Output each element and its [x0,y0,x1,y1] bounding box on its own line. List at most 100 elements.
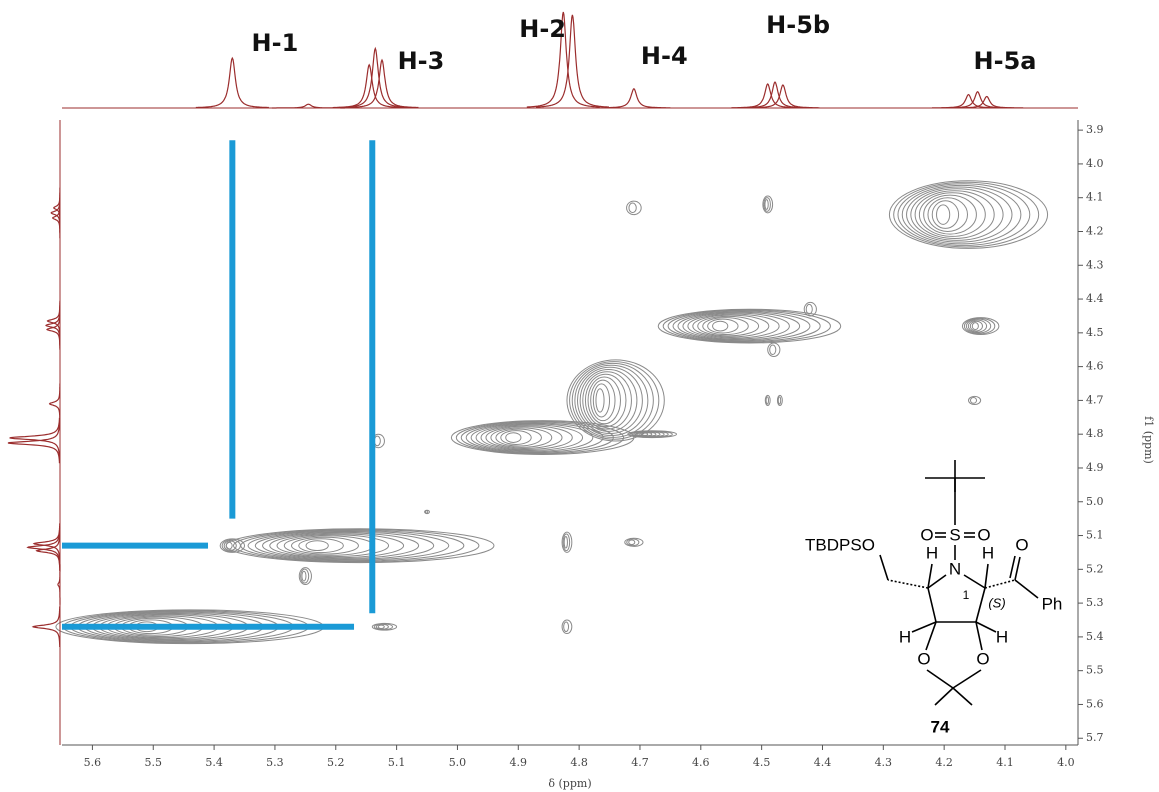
peak-label: H-5a [974,47,1037,75]
y-tick-label: 5.6 [1086,697,1104,710]
y-tick-label: 5.4 [1086,630,1104,643]
top-peak [597,88,671,109]
contour [569,361,660,440]
left-peak [32,523,61,564]
contour [254,531,435,560]
atom-label: H [982,543,994,562]
bond [1009,555,1016,579]
contour [682,312,790,340]
cross-peak [371,622,398,631]
x-tick-label: 5.5 [145,756,163,769]
contour [767,342,781,357]
x-tick-label: 4.7 [631,756,649,769]
contour [961,317,1000,336]
cross-peak [225,528,495,564]
contour [923,194,977,235]
y-tick-label: 5.7 [1086,731,1104,744]
stereo-label: (S) [988,595,1005,610]
contour [901,184,1022,245]
contour [577,366,643,435]
cross-peak [888,180,1049,249]
top-peak [338,46,412,108]
bond [934,687,954,706]
x-axis-label: δ (ppm) [548,777,591,790]
atom-label: H [926,543,938,562]
y-tick-label: 4.5 [1086,326,1104,339]
contour [906,186,1013,243]
y-tick-label: 4.3 [1086,258,1104,271]
x-tick-label: 4.6 [692,756,710,769]
peak-label: H-5b [766,11,830,39]
x-tick-label: 5.0 [449,756,467,769]
contour [563,535,568,549]
contour [667,310,821,343]
cross-peak [961,317,1000,336]
contour [298,538,344,554]
contour [561,531,573,553]
bond [911,621,937,633]
contour [563,621,570,633]
y-tick-label: 3.9 [1086,123,1104,136]
contour [914,190,995,239]
x-tick-label: 4.1 [996,756,1014,769]
cross-peak [450,420,635,455]
contour [424,509,430,515]
contour [712,320,729,332]
contour [626,200,642,216]
x-tick-label: 4.9 [510,756,528,769]
compound-number: 74 [931,717,950,736]
contour [628,539,636,546]
contour [639,432,653,437]
contour [927,197,969,232]
contour [765,396,770,405]
bond [925,621,937,651]
contour [803,301,817,317]
atom-label: O [917,649,930,668]
left-peak [53,187,61,229]
contour [918,192,986,237]
bond [926,669,954,689]
contour [582,371,632,430]
cross-peak [624,537,644,547]
bond [927,574,947,589]
contour [269,533,405,559]
top-peak [332,63,406,109]
cross-peak [657,308,842,344]
contour [592,383,611,418]
top-peak [271,103,345,109]
left-peak [31,606,61,647]
peak-label: H-4 [641,42,688,70]
bond [879,554,889,581]
contour [455,420,625,455]
y-tick-label: 4.7 [1086,393,1104,406]
bond [984,563,989,589]
contour [677,311,801,341]
contour [641,432,649,436]
y-tick-label: 4.8 [1086,427,1104,440]
contour [893,181,1040,248]
x-tick-label: 5.2 [327,756,345,769]
x-tick-label: 4.8 [570,756,588,769]
y-tick-label: 4.4 [1086,292,1104,305]
y-tick-label: 5.0 [1086,495,1104,508]
y-tick-label: 4.6 [1086,360,1104,373]
atom-label: O [976,649,989,668]
y-tick-label: 4.0 [1086,157,1104,170]
contour [965,318,992,334]
contour [776,394,783,406]
contour [967,319,988,333]
atom-label: N [949,559,961,578]
contour [963,317,996,335]
cross-peak [764,394,771,406]
contour [470,423,594,452]
y-tick-label: 5.5 [1086,664,1104,677]
contour [221,539,241,553]
contour [967,395,982,405]
x-tick-label: 4.3 [875,756,893,769]
contour [936,204,951,225]
x-tick-label: 4.5 [753,756,771,769]
contour [579,368,638,432]
cross-peak [561,531,573,553]
contour [571,362,654,438]
cross-peak [767,342,781,357]
